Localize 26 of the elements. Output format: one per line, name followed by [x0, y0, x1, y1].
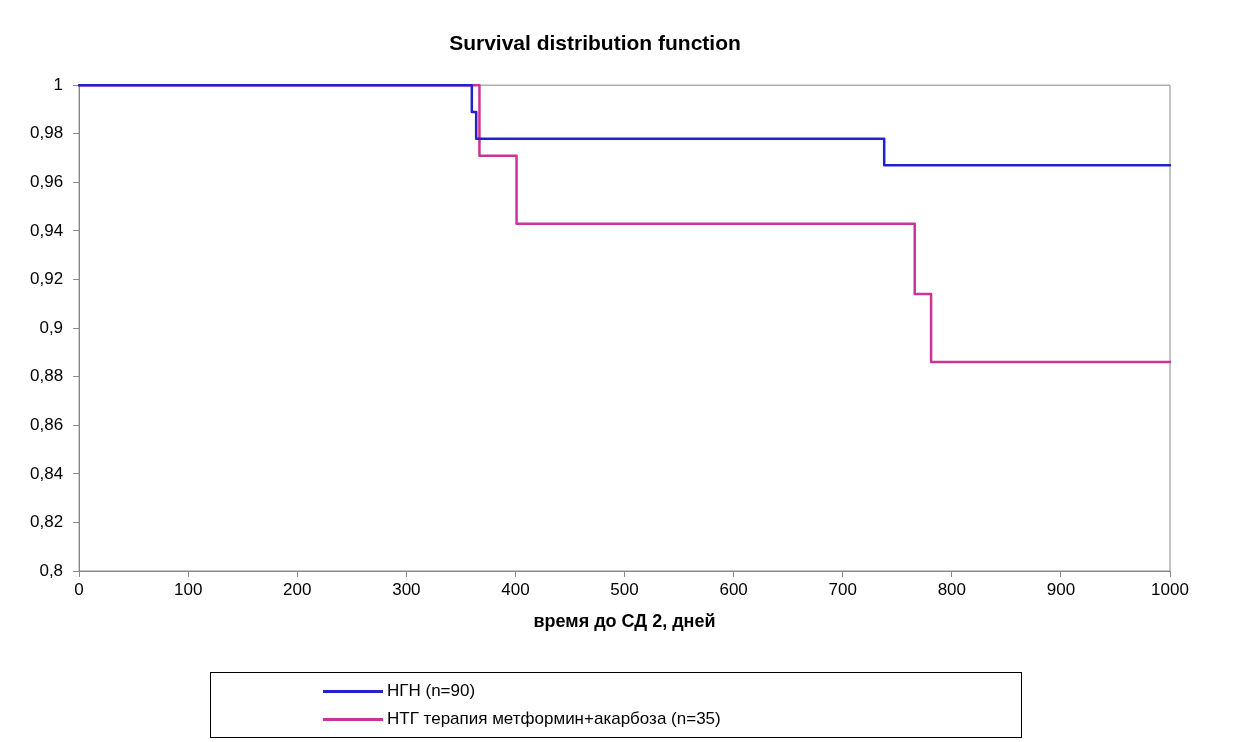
y-tick-label: 0,82 — [29, 512, 64, 532]
y-tick-label: 1 — [53, 74, 64, 94]
x-tick-label: 0 — [74, 579, 84, 599]
y-tick-label: 0,94 — [29, 220, 64, 240]
x-tick-label: 900 — [1046, 579, 1076, 599]
y-tick-label: 0,88 — [29, 366, 64, 386]
y-tick-label: 0,86 — [29, 414, 64, 434]
x-axis-title: время до СД 2, дней — [533, 611, 716, 632]
x-tick-label: 200 — [283, 579, 312, 599]
x-tick-label: 700 — [828, 579, 857, 599]
x-tick-label: 600 — [719, 579, 748, 599]
y-tick-label: 0,84 — [29, 463, 64, 483]
x-tick-label: 800 — [937, 579, 966, 599]
y-tick-label: 0,9 — [39, 317, 64, 337]
y-tick-label: 0,92 — [29, 269, 64, 289]
x-tick-label: 400 — [501, 579, 530, 599]
y-tick-label: 0,8 — [39, 560, 64, 580]
y-tick-label: 0,98 — [29, 123, 64, 143]
x-tick-label: 100 — [173, 579, 203, 599]
x-tick-label: 1000 — [1151, 579, 1189, 599]
y-tick-label: 0,96 — [29, 172, 64, 192]
legend-label: НГН (n=90) — [387, 681, 476, 701]
chart-title: Survival distribution function — [449, 31, 741, 55]
x-tick-label: 300 — [392, 579, 421, 599]
x-tick-label: 500 — [610, 579, 639, 599]
legend-label: НТГ терапия метформин+акарбоза (n=35) — [387, 709, 721, 729]
